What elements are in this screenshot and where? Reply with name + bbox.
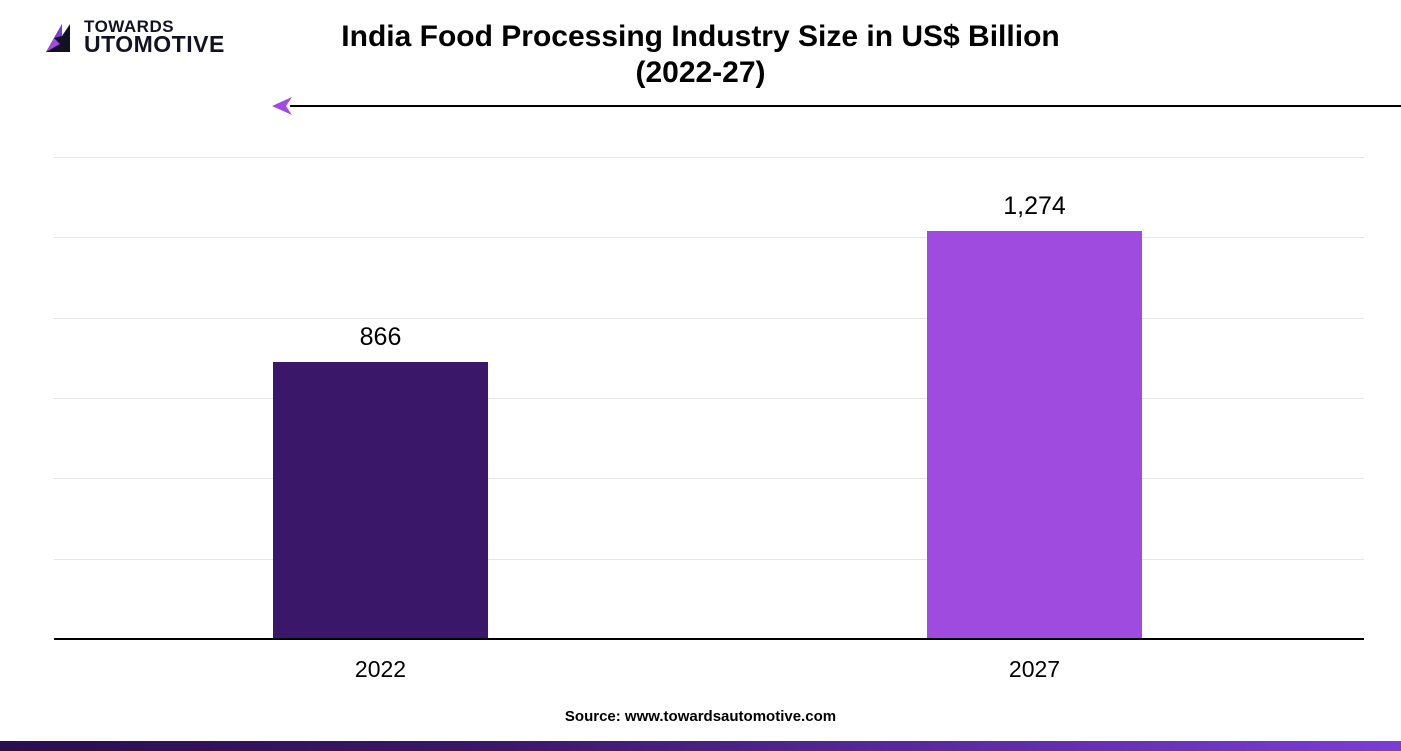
bar-chart: 86620221,2742027 xyxy=(54,158,1364,640)
x-axis-tick: 2027 xyxy=(935,656,1135,683)
gridline xyxy=(54,398,1364,399)
gridline xyxy=(54,237,1364,238)
chart-title-line2: (2022-27) xyxy=(0,56,1401,90)
bar-value-label: 1,274 xyxy=(935,192,1135,221)
chart-title: India Food Processing Industry Size in U… xyxy=(0,20,1401,90)
gridline xyxy=(54,318,1364,319)
gridline xyxy=(54,157,1364,158)
x-axis-tick: 2022 xyxy=(281,656,481,683)
bottom-stripe xyxy=(0,741,1401,751)
x-axis-baseline xyxy=(54,638,1364,640)
bar xyxy=(927,231,1142,640)
bar-value-label: 866 xyxy=(281,323,481,352)
gridline xyxy=(54,559,1364,560)
arrow-left-icon xyxy=(272,97,296,115)
gridline xyxy=(54,478,1364,479)
source-attribution: Source: www.towardsautomotive.com xyxy=(0,708,1401,725)
title-arrow xyxy=(272,97,1401,115)
chart-title-line1: India Food Processing Industry Size in U… xyxy=(0,20,1401,54)
arrow-line xyxy=(290,105,1401,107)
bar xyxy=(273,362,488,640)
